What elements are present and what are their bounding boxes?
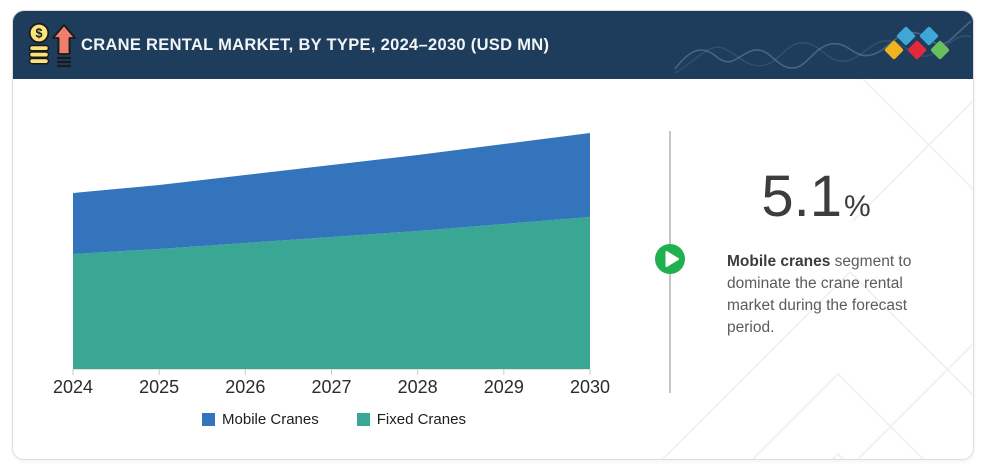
insight-text-bold: Mobile cranes: [727, 253, 831, 270]
play-icon: [665, 251, 679, 267]
chart-title: CRANE RENTAL MARKET, BY TYPE, 2024–2030 …: [81, 35, 550, 54]
play-marker: [655, 244, 685, 274]
legend-item-mobile-cranes: Mobile Cranes: [202, 411, 319, 428]
x-tick-label: 2029: [484, 377, 524, 397]
legend-swatch: [356, 413, 370, 426]
infographic-card: $ CRANE RENTAL MARKET, BY TYPE, 2024–203…: [12, 10, 974, 460]
chart-legend: Mobile Cranes Fixed Cranes: [49, 411, 619, 428]
x-tick-label: 2030: [570, 377, 610, 397]
legend-label: Mobile Cranes: [222, 411, 319, 428]
header-bar: $ CRANE RENTAL MARKET, BY TYPE, 2024–203…: [13, 11, 973, 79]
legend-swatch: [202, 413, 216, 426]
svg-text:$: $: [36, 27, 43, 41]
insight-text-rest: segment to dominate the crane rental mar…: [727, 253, 912, 336]
x-tick-label: 2024: [53, 377, 93, 397]
insight-text: Mobile cranes segment to dominate the cr…: [727, 251, 917, 339]
x-tick-label: 2027: [311, 377, 351, 397]
brand-diamonds-logo: [884, 26, 950, 60]
area-series-mobile-cranes: [73, 133, 590, 254]
legend-label: Fixed Cranes: [376, 411, 466, 428]
stacked-area-chart: 2024 2025 2026 2027 2028 2029 2030: [53, 133, 610, 397]
cagr-number: 5.1: [761, 164, 842, 229]
cagr-value: 5.1%: [711, 167, 921, 237]
card-body: 2024 2025 2026 2027 2028 2029 2030 Mobile Cran…: [13, 79, 973, 459]
insight-callout: 5.1% Mobile cranes segment to dominate t…: [711, 167, 921, 339]
x-tick-label: 2026: [225, 377, 265, 397]
area-series-fixed-cranes: [73, 217, 590, 369]
x-tick-label: 2028: [398, 377, 438, 397]
wave-decoration: [674, 20, 972, 74]
money-growth-icon: $: [28, 23, 76, 68]
legend-item-fixed-cranes: Fixed Cranes: [356, 411, 466, 428]
percent-sign: %: [843, 190, 871, 223]
x-tick-label: 2025: [139, 377, 179, 397]
